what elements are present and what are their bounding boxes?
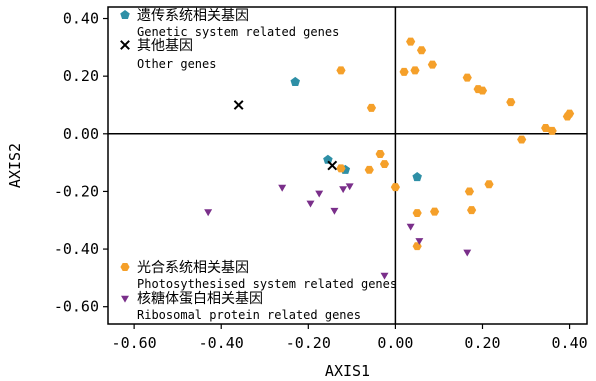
genetic-system-related-genes-point (290, 76, 300, 86)
ribosomal-protein-related-genes-legend-marker (121, 295, 129, 303)
y-axis-title: AXIS2 (6, 143, 24, 188)
photosythesised-system-related-genes-point (375, 149, 385, 158)
ribosomal-protein-related-genes-point (278, 184, 287, 192)
photosythesised-system-related-genes-point (506, 98, 516, 107)
ribosomal-protein-related-genes-point (306, 200, 315, 208)
other-genes-legend-marker (120, 40, 130, 50)
photosythesised-system-related-genes-point (429, 207, 440, 216)
other-genes-point (233, 100, 244, 110)
photosythesised-system-related-genes-point (462, 73, 472, 82)
genetic-system-related-genes-legend-label-cn: 遗传系统相关基因 (137, 7, 249, 24)
plot-frame (107, 6, 588, 325)
ribosomal-protein-related-genes-point (330, 207, 339, 215)
ribosomal-protein-related-genes-legend-label-cn: 核糖体蛋白相关基因 (137, 290, 263, 307)
x-tick-label: -0.20 (286, 334, 331, 352)
x-tick-label: 0.00 (377, 334, 413, 352)
marks-layer (204, 37, 575, 280)
photosythesised-system-related-genes-point (484, 180, 494, 189)
y-tick-label: 0.00 (63, 125, 99, 143)
genetic-system-related-genes-legend-label-en: Genetic system related genes (137, 25, 339, 39)
photosythesised-system-related-genes-point (427, 60, 438, 69)
photosythesised-system-related-genes-point (336, 66, 346, 75)
x-tick-label: 0.40 (552, 334, 588, 352)
genetic-system-related-genes-point (412, 172, 422, 182)
photosythesised-system-related-genes-point (412, 242, 422, 251)
ribosomal-protein-related-genes-point (415, 238, 424, 246)
other-genes-legend-label-cn: 其他基因 (137, 37, 193, 54)
ribosomal-protein-related-genes-legend-label-en: Ribosomal protein related genes (137, 308, 361, 322)
photosythesised-system-related-genes-point (406, 37, 416, 46)
photosythesised-system-related-genes-point (547, 126, 557, 135)
photosythesised-system-related-genes-point (410, 66, 420, 75)
genetic-system-related-genes-point (323, 154, 333, 164)
photosythesised-system-related-genes-point (416, 46, 427, 55)
photosythesised-system-related-genes-point (366, 103, 377, 112)
photosythesised-system-related-genes-point (412, 209, 422, 218)
y-tick-label: 0.20 (63, 67, 99, 85)
other-genes-legend-label-en: Other genes (137, 57, 216, 71)
plot-layer: -0.60 -0.40 -0.20 0.00 0.20 0.40 0.40 0.20 0.00 -… (54, 6, 588, 352)
other-genes-point (327, 160, 338, 171)
ribosomal-protein-related-genes-point (380, 272, 389, 280)
photosythesised-system-related-genes-point (517, 135, 527, 144)
y-tick-label: 0.40 (63, 10, 99, 28)
photosythesised-system-related-genes-legend-marker (120, 263, 130, 271)
photosythesised-system-related-genes-point (399, 67, 409, 76)
photosythesised-system-related-genes-point (379, 160, 390, 169)
x-tick-label: -0.40 (199, 334, 244, 352)
x-axis-title: AXIS1 (325, 362, 370, 380)
photosythesised-system-related-genes-point (477, 86, 488, 95)
y-tick-label: -0.60 (54, 298, 99, 316)
x-tick-label: 0.20 (464, 334, 500, 352)
photosythesised-system-related-genes-point (390, 183, 400, 192)
ribosomal-protein-related-genes-point (463, 249, 472, 257)
photosythesised-system-related-genes-point (541, 124, 551, 133)
photosythesised-system-related-genes-legend-label-en: Photosythesised system related genes (137, 277, 397, 291)
ribosomal-protein-related-genes-point (315, 190, 324, 198)
genetic-system-related-genes-legend-marker (120, 10, 130, 20)
ribosomal-protein-related-genes-point (204, 209, 213, 217)
ribosomal-protein-related-genes-point (339, 186, 348, 194)
photosythesised-system-related-genes-point (336, 164, 346, 173)
ribosomal-protein-related-genes-point (345, 183, 354, 191)
y-tick-label: -0.20 (54, 182, 99, 200)
ribosomal-protein-related-genes-point (406, 223, 415, 231)
y-tick-label: -0.40 (54, 240, 99, 258)
photosythesised-system-related-genes-point (364, 165, 374, 174)
photosythesised-system-related-genes-point (464, 187, 475, 196)
photosythesised-system-related-genes-legend-label-cn: 光合系统相关基因 (137, 259, 249, 276)
photosythesised-system-related-genes-point (467, 206, 477, 215)
photosythesised-system-related-genes-point (562, 112, 572, 121)
x-tick-label: -0.60 (112, 334, 157, 352)
